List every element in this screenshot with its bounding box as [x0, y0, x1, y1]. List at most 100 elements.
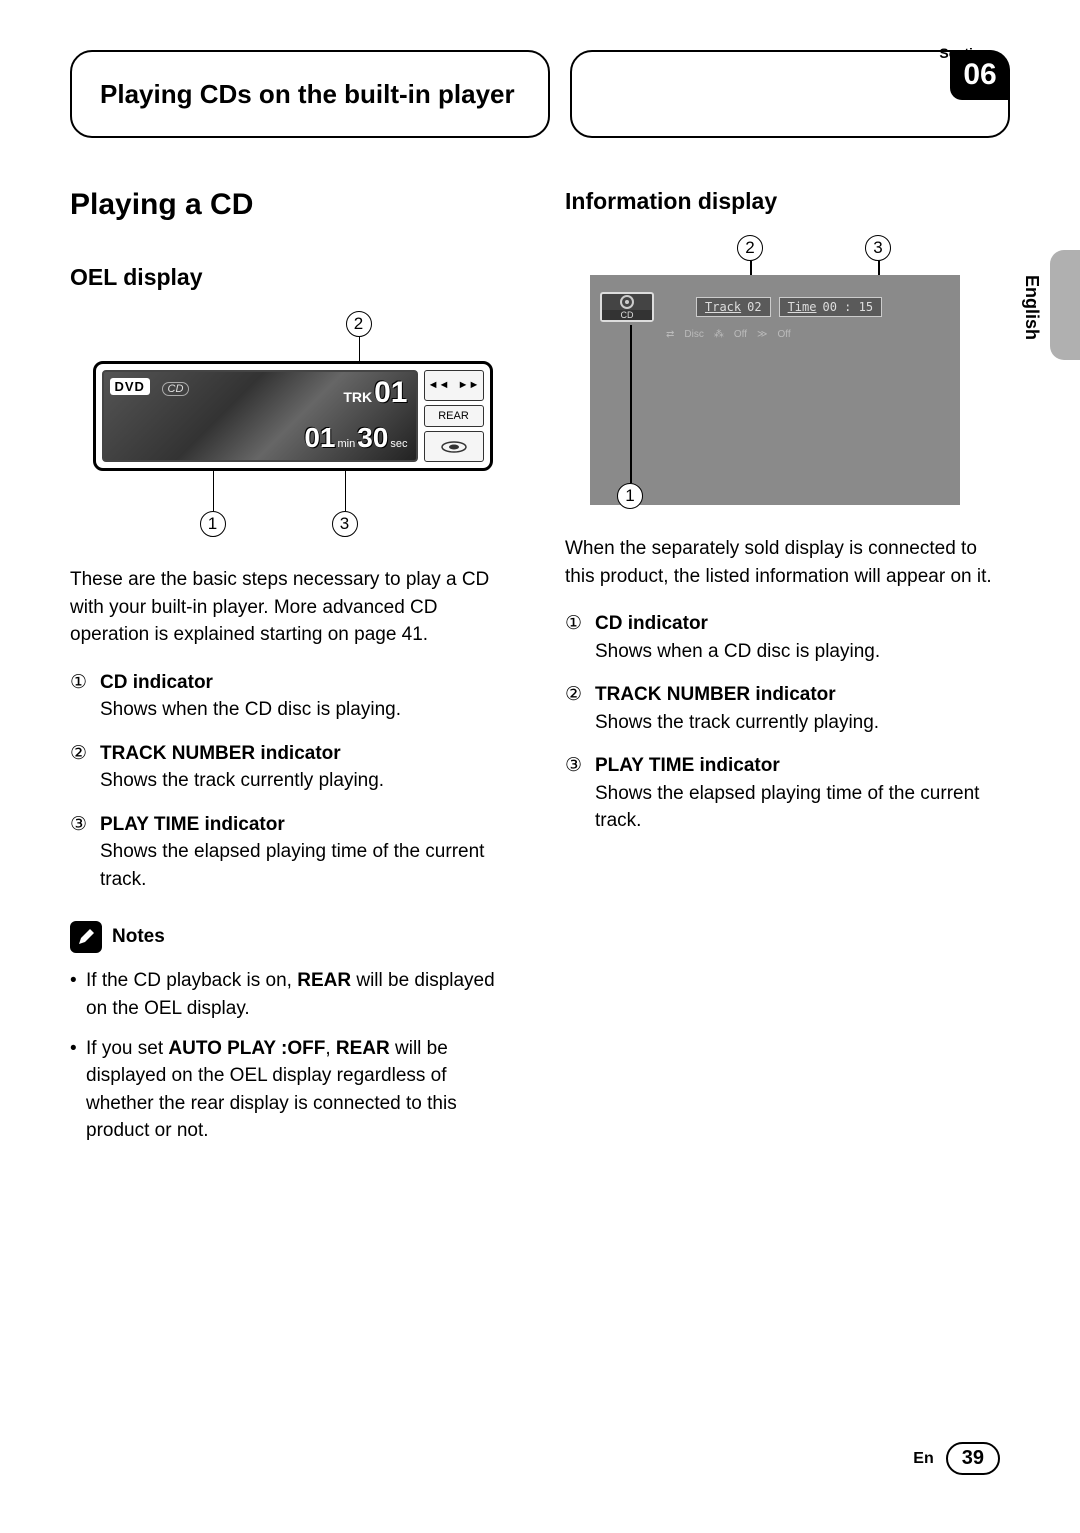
notes-header: Notes: [70, 921, 515, 953]
page: Section Playing CDs on the built-in play…: [0, 0, 1080, 1533]
columns: Playing a CD OEL display 2 DVD CD TRK 01…: [70, 188, 1010, 1157]
indicator-number: ③: [565, 752, 589, 835]
oel-screen: DVD CD TRK 01 01 min 30 sec: [102, 370, 418, 462]
playing-a-cd-heading: Playing a CD: [70, 188, 515, 222]
mode2-label: Off: [777, 329, 790, 340]
callout-line: [345, 471, 347, 511]
info-callout-2: 2: [737, 235, 763, 261]
oel-side-panel: ◄◄ ►► REAR: [424, 370, 484, 462]
note-bold: REAR: [297, 970, 351, 991]
info-callout-1: 1: [617, 483, 643, 509]
indicator-desc: Shows when a CD disc is playing.: [595, 641, 880, 662]
note-text: If you set: [86, 1038, 168, 1059]
header-box-left: Playing CDs on the built-in player: [70, 50, 550, 138]
note-bold: REAR: [336, 1038, 390, 1059]
indicator-item: ③ PLAY TIME indicator Shows the elapsed …: [565, 752, 1010, 835]
oel-callout-3: 3: [332, 511, 358, 537]
information-display-heading: Information display: [565, 188, 1010, 215]
indicator-title: PLAY TIME indicator: [100, 814, 285, 835]
cd-icon-label: CD: [602, 310, 652, 320]
indicator-number: ①: [565, 610, 589, 665]
track-label: Track: [705, 300, 741, 314]
footer-page: 39: [946, 1442, 1000, 1475]
prev-next-row: ◄◄ ►►: [424, 370, 484, 401]
indicator-title: TRACK NUMBER indicator: [100, 743, 341, 764]
indicator-content: PLAY TIME indicator Shows the elapsed pl…: [595, 752, 1010, 835]
note-item: If you set AUTO PLAY :OFF, REAR will be …: [70, 1035, 515, 1145]
info-screen: CD Track 02 Time 00 : 15 ⇄: [590, 275, 960, 505]
side-tab: [1050, 250, 1080, 360]
note-text: ,: [325, 1038, 336, 1059]
trk-indicator: TRK 01: [343, 376, 407, 410]
oel-callout-1: 1: [200, 511, 226, 537]
time-label: Time: [788, 300, 817, 314]
pencil-icon: [70, 921, 102, 953]
indicator-item: ① CD indicator Shows when the CD disc is…: [70, 669, 515, 724]
indicator-content: CD indicator Shows when a CD disc is pla…: [595, 610, 880, 665]
indicator-number: ②: [565, 681, 589, 736]
indicator-number: ③: [70, 811, 94, 894]
time-box: Time 00 : 15: [779, 297, 882, 317]
time-min: 01: [304, 422, 335, 454]
cd-label: CD: [162, 382, 190, 396]
indicator-content: TRACK NUMBER indicator Shows the track c…: [595, 681, 879, 736]
time-value: 00 : 15: [822, 300, 873, 314]
prev-icon: ◄◄: [425, 379, 453, 391]
track-value: 02: [747, 300, 761, 314]
footer: En 39: [913, 1442, 1000, 1475]
time-sec-unit: sec: [390, 438, 407, 450]
footer-lang: En: [913, 1450, 933, 1468]
oel-device: DVD CD TRK 01 01 min 30 sec: [93, 361, 493, 471]
time-sec: 30: [357, 422, 388, 454]
dvd-label: DVD: [110, 378, 150, 395]
oel-figure: 2 DVD CD TRK 01 01 min 30: [93, 311, 493, 541]
oel-display-heading: OEL display: [70, 264, 515, 291]
info-indicator-list: ① CD indicator Shows when a CD disc is p…: [565, 610, 1010, 835]
oel-indicator-list: ① CD indicator Shows when the CD disc is…: [70, 669, 515, 894]
indicator-desc: Shows the elapsed playing time of the cu…: [100, 841, 484, 890]
indicator-content: CD indicator Shows when the CD disc is p…: [100, 669, 401, 724]
info-callout-3: 3: [865, 235, 891, 261]
header-box-right: 06: [570, 50, 1010, 138]
left-column: Playing a CD OEL display 2 DVD CD TRK 01…: [70, 188, 515, 1157]
indicator-content: PLAY TIME indicator Shows the elapsed pl…: [100, 811, 515, 894]
trk-label: TRK: [343, 389, 372, 405]
oel-callout-2: 2: [346, 311, 372, 337]
indicator-item: ② TRACK NUMBER indicator Shows the track…: [565, 681, 1010, 736]
note-item: If the CD playback is on, REAR will be d…: [70, 967, 515, 1022]
indicator-desc: Shows the track currently playing.: [595, 712, 879, 733]
trk-value: 01: [374, 376, 407, 410]
indicator-item: ③ PLAY TIME indicator Shows the elapsed …: [70, 811, 515, 894]
oel-intro-text: These are the basic steps necessary to p…: [70, 566, 515, 649]
header-title: Playing CDs on the built-in player: [100, 78, 515, 111]
speaker-icon-row: [424, 431, 484, 462]
indicator-title: CD indicator: [100, 672, 213, 693]
next-icon: ►►: [455, 379, 483, 391]
track-box: Track 02: [696, 297, 771, 317]
indicator-title: PLAY TIME indicator: [595, 755, 780, 776]
indicator-desc: Shows the elapsed playing time of the cu…: [595, 783, 979, 832]
indicator-desc: Shows the track currently playing.: [100, 770, 384, 791]
side-language: English: [1021, 275, 1042, 340]
info-topbar: CD Track 02 Time 00 : 15: [590, 290, 960, 324]
indicator-title: TRACK NUMBER indicator: [595, 684, 836, 705]
disc-icon: [602, 294, 652, 310]
indicator-item: ② TRACK NUMBER indicator Shows the track…: [70, 740, 515, 795]
callout-line: [630, 325, 632, 483]
info-intro-text: When the separately sold display is conn…: [565, 535, 1010, 590]
time-min-unit: min: [337, 438, 355, 450]
rear-label: REAR: [424, 405, 484, 427]
indicator-item: ① CD indicator Shows when a CD disc is p…: [565, 610, 1010, 665]
section-badge: 06: [950, 50, 1010, 100]
indicator-content: TRACK NUMBER indicator Shows the track c…: [100, 740, 384, 795]
right-column: Information display 2 3 CD Track: [565, 188, 1010, 1157]
header-row: Playing CDs on the built-in player 06: [70, 50, 1010, 138]
speaker-icon: [440, 439, 468, 455]
callout-line: [213, 471, 215, 511]
indicator-number: ①: [70, 669, 94, 724]
disc-label: Disc: [684, 329, 703, 340]
info-figure: 2 3 CD Track 02: [565, 235, 960, 515]
note-text: If the CD playback is on,: [86, 970, 297, 991]
notes-list: If the CD playback is on, REAR will be d…: [70, 967, 515, 1144]
indicator-title: CD indicator: [595, 613, 708, 634]
